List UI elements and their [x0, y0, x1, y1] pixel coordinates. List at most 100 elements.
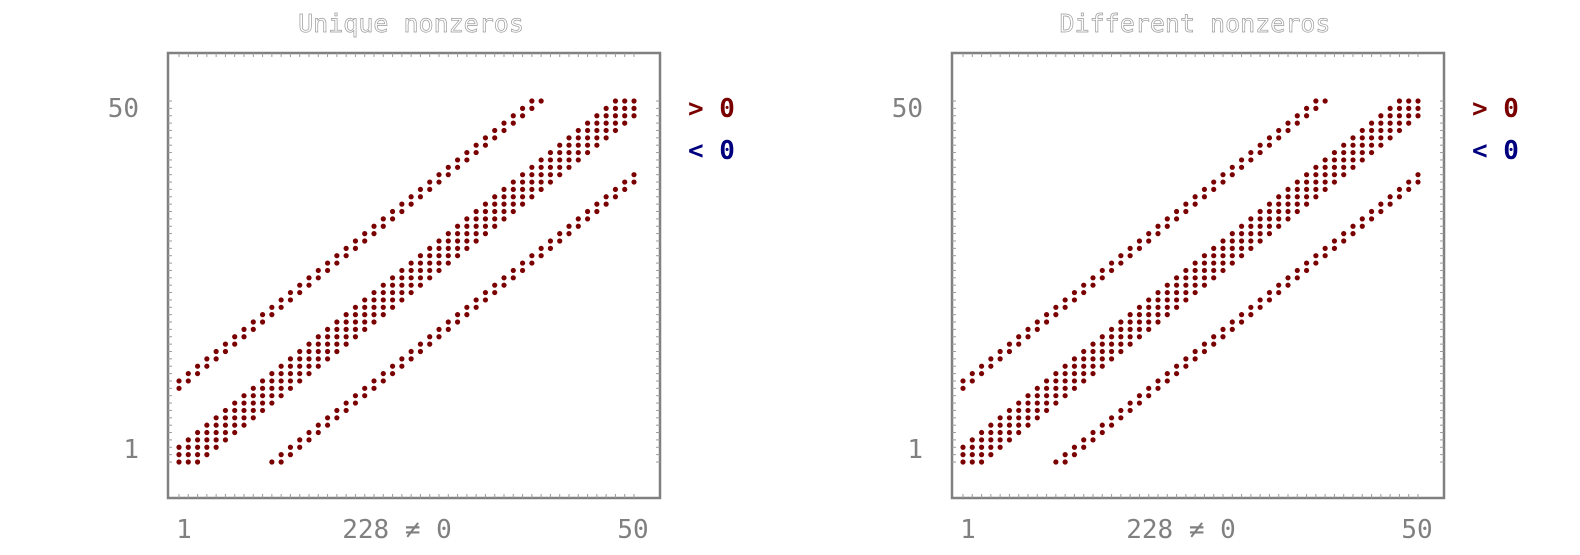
nonzero-point	[603, 113, 609, 119]
nonzero-point	[1266, 297, 1273, 303]
nonzero-point	[250, 393, 256, 399]
nonzero-point	[1285, 127, 1291, 134]
y-tick-label-top: 50	[892, 94, 923, 124]
nonzero-point	[1238, 319, 1245, 325]
nonzero-point	[519, 113, 526, 119]
nonzero-point	[1108, 334, 1115, 340]
nonzero-point	[306, 370, 312, 377]
nonzero-point	[454, 312, 461, 318]
nonzero-point	[519, 186, 526, 193]
nonzero-point	[1183, 363, 1189, 369]
nonzero-point	[389, 289, 396, 296]
nonzero-point	[1062, 452, 1068, 458]
nonzero-point	[380, 304, 386, 310]
nonzero-point	[1248, 157, 1254, 163]
nonzero-point	[1201, 341, 1208, 347]
nonzero-point	[492, 216, 498, 222]
nonzero-point	[622, 186, 628, 193]
nonzero-point	[297, 444, 303, 450]
nonzero-point	[1127, 341, 1133, 347]
nonzero-point	[1025, 407, 1031, 414]
nonzero-point	[1415, 179, 1421, 185]
nonzero-point	[482, 208, 489, 215]
nonzero-point	[1201, 275, 1208, 281]
nonzero-point	[519, 267, 526, 274]
nonzero-point	[427, 260, 433, 266]
nonzero-point	[464, 238, 470, 244]
nonzero-point	[1062, 370, 1068, 377]
nonzero-point	[185, 437, 191, 443]
nonzero-point	[1313, 172, 1319, 178]
nonzero-point	[1238, 238, 1245, 244]
nonzero-point	[371, 231, 377, 237]
nonzero-point	[473, 297, 479, 303]
nonzero-point	[362, 312, 368, 318]
nonzero-point	[1341, 149, 1347, 156]
nonzero-point	[343, 245, 349, 251]
nonzero-point	[1006, 407, 1013, 414]
nonzero-point	[1266, 208, 1273, 215]
nonzero-point	[250, 326, 256, 332]
legend-positive: > 0	[688, 94, 735, 124]
nonzero-point	[1090, 356, 1096, 362]
nonzero-point	[380, 378, 386, 384]
nonzero-point	[380, 312, 386, 318]
nonzero-point	[213, 356, 219, 362]
nonzero-point	[1406, 186, 1412, 193]
nonzero-point	[538, 98, 544, 104]
nonzero-point	[1415, 105, 1421, 111]
nonzero-point	[445, 326, 451, 332]
nonzero-point	[538, 157, 544, 163]
nonzero-point	[1294, 194, 1300, 200]
nonzero-point	[380, 289, 386, 296]
nonzero-point	[1303, 179, 1310, 185]
nonzero-point	[1043, 378, 1050, 384]
nonzero-point	[1192, 260, 1198, 266]
nonzero-point	[399, 201, 405, 207]
nonzero-point	[1108, 341, 1115, 347]
nonzero-point	[1248, 223, 1254, 229]
nonzero-point	[1313, 186, 1319, 193]
chart-title: Unique nonzeros	[298, 9, 524, 38]
nonzero-point	[1378, 135, 1384, 141]
nonzero-point	[1266, 142, 1273, 148]
nonzero-point	[969, 378, 975, 384]
nonzero-point	[978, 437, 985, 443]
nonzero-point	[371, 304, 377, 310]
nonzero-point	[1285, 194, 1291, 200]
nonzero-point	[547, 172, 554, 178]
nonzero-point	[1053, 385, 1059, 391]
nonzero-point	[1238, 157, 1245, 163]
nonzero-point	[1350, 157, 1356, 163]
nonzero-point	[1368, 127, 1375, 134]
nonzero-point	[1211, 267, 1217, 274]
nonzero-point	[1118, 341, 1124, 347]
nonzero-point	[1211, 260, 1217, 266]
nonzero-point	[1164, 312, 1170, 318]
nonzero-point	[594, 127, 600, 134]
nonzero-point	[1192, 282, 1198, 288]
nonzero-point	[1331, 245, 1338, 251]
nonzero-point	[622, 179, 628, 185]
nonzero-point	[1266, 289, 1273, 296]
nonzero-point	[1248, 238, 1254, 244]
nonzero-point	[473, 223, 479, 229]
nonzero-point	[1071, 363, 1078, 369]
nonzero-point	[473, 216, 479, 222]
nonzero-point	[1396, 127, 1403, 134]
nonzero-point	[1313, 105, 1319, 111]
nonzero-point	[1211, 179, 1217, 185]
nonzero-point	[1294, 186, 1300, 193]
nonzero-point	[603, 127, 609, 134]
nonzero-point	[1164, 304, 1170, 310]
nonzero-point	[1331, 172, 1338, 178]
nonzero-point	[547, 179, 554, 185]
nonzero-point	[510, 179, 516, 185]
nonzero-point	[297, 356, 303, 362]
nonzero-point	[519, 172, 526, 178]
nonzero-point	[334, 415, 340, 421]
nonzero-point	[612, 127, 619, 134]
nonzero-point	[1099, 422, 1105, 428]
nonzero-point	[510, 113, 516, 119]
nonzero-point	[612, 194, 619, 200]
